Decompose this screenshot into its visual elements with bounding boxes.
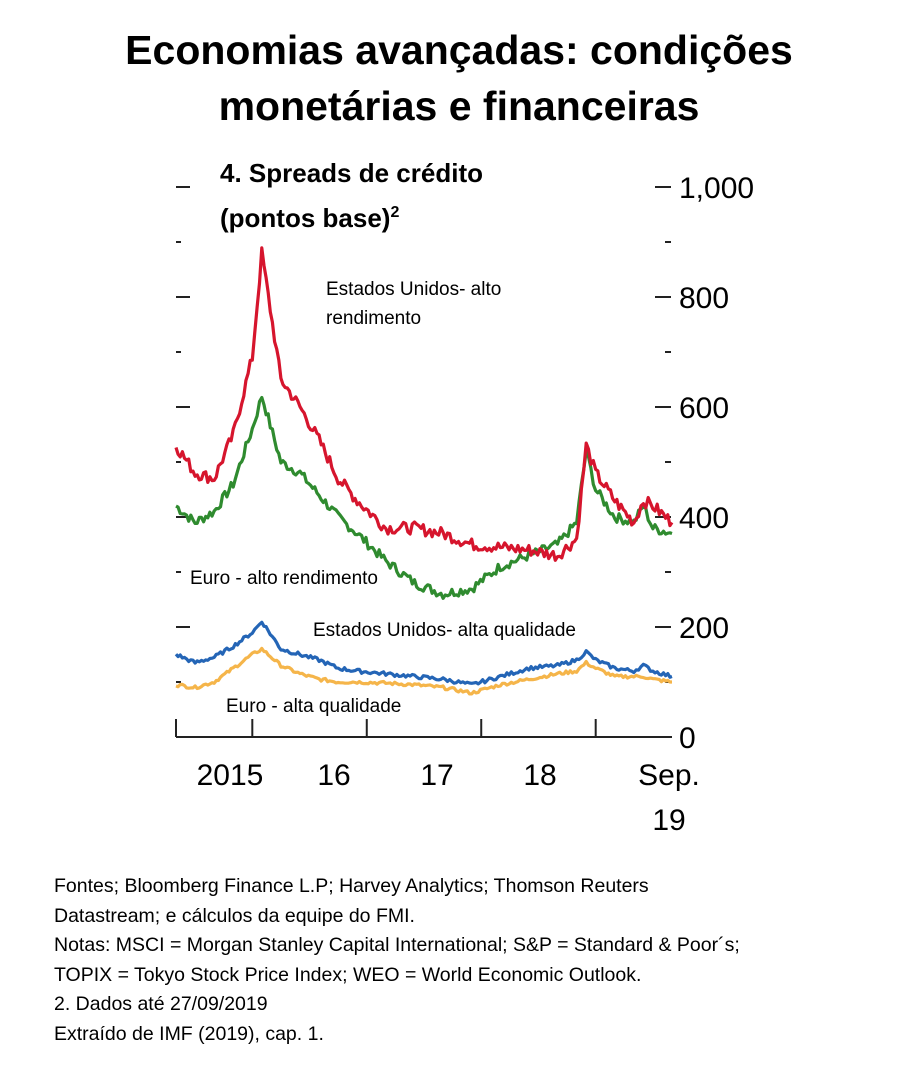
series-lines [174, 246, 674, 696]
page-title-line1: Economias avançadas: condições [125, 27, 793, 73]
right-axis-ticks [655, 186, 671, 683]
x-tick-label: 16 [317, 759, 350, 792]
y-tick-label: 400 [679, 502, 729, 535]
x-tick-label: 19 [652, 804, 685, 837]
x-tick-label: 18 [523, 759, 556, 792]
left-axis-ticks [176, 186, 190, 683]
label-euro-high-yield: Euro - alto rendimento [190, 568, 378, 589]
data-date-note: 2. Dados até 27/09/2019 [54, 993, 268, 1015]
label-us-high-grade: Estados Unidos- alta qualidade [313, 620, 576, 641]
x-tick-label: 17 [420, 759, 453, 792]
series-euro-high-grade [175, 646, 672, 696]
chart-title: 4. Spreads de crédito [220, 158, 483, 188]
label-us-high-yield-line2: rendimento [326, 308, 421, 329]
notes-line: TOPIX = Tokyo Stock Price Index; WEO = W… [54, 963, 642, 986]
page-title: Economias avançadas: condições monetária… [0, 22, 918, 134]
page-title-line2: monetárias e financeiras [218, 83, 700, 129]
extract-note: Extraído de IMF (2019), cap. 1. [54, 1022, 324, 1045]
chart-subtitle-sup: 2 [390, 204, 399, 221]
y-tick-label: 200 [679, 612, 729, 645]
label-euro-high-grade: Euro - alta qualidade [226, 696, 401, 717]
source-line: Datastream; e cálculos da equipe do FMI. [54, 904, 415, 927]
source-line: Fontes; Bloomberg Finance L.P; Harvey An… [54, 875, 649, 897]
label-us-high-yield-line1: Estados Unidos- alto [326, 279, 501, 300]
notes-line: Notas: MSCI = Morgan Stanley Capital Int… [54, 934, 740, 956]
y-tick-label: 1,000 [679, 172, 754, 205]
x-tick-label: 2015 [197, 759, 264, 792]
y-tick-label: 800 [679, 282, 729, 315]
chart-subtitle-text: (pontos base) [220, 203, 390, 233]
y-tick-label: 600 [679, 392, 729, 425]
y-tick-label: 0 [679, 722, 696, 755]
series-us-high-yield [174, 246, 674, 562]
chart-subtitle: (pontos base)2 [220, 203, 399, 233]
right-axis-labels: 1,000 800 600 400 200 0 [679, 172, 754, 755]
x-axis: 2015 16 17 18 Sep. 19 [175, 719, 700, 837]
series-us-high-grade [174, 620, 673, 686]
source-notes: Fontes; Bloomberg Finance L.P; Harvey An… [54, 872, 894, 1049]
credit-spreads-chart: 4. Spreads de crédito (pontos base)2 1,0… [174, 158, 754, 837]
x-tick-label: Sep. [638, 759, 700, 792]
